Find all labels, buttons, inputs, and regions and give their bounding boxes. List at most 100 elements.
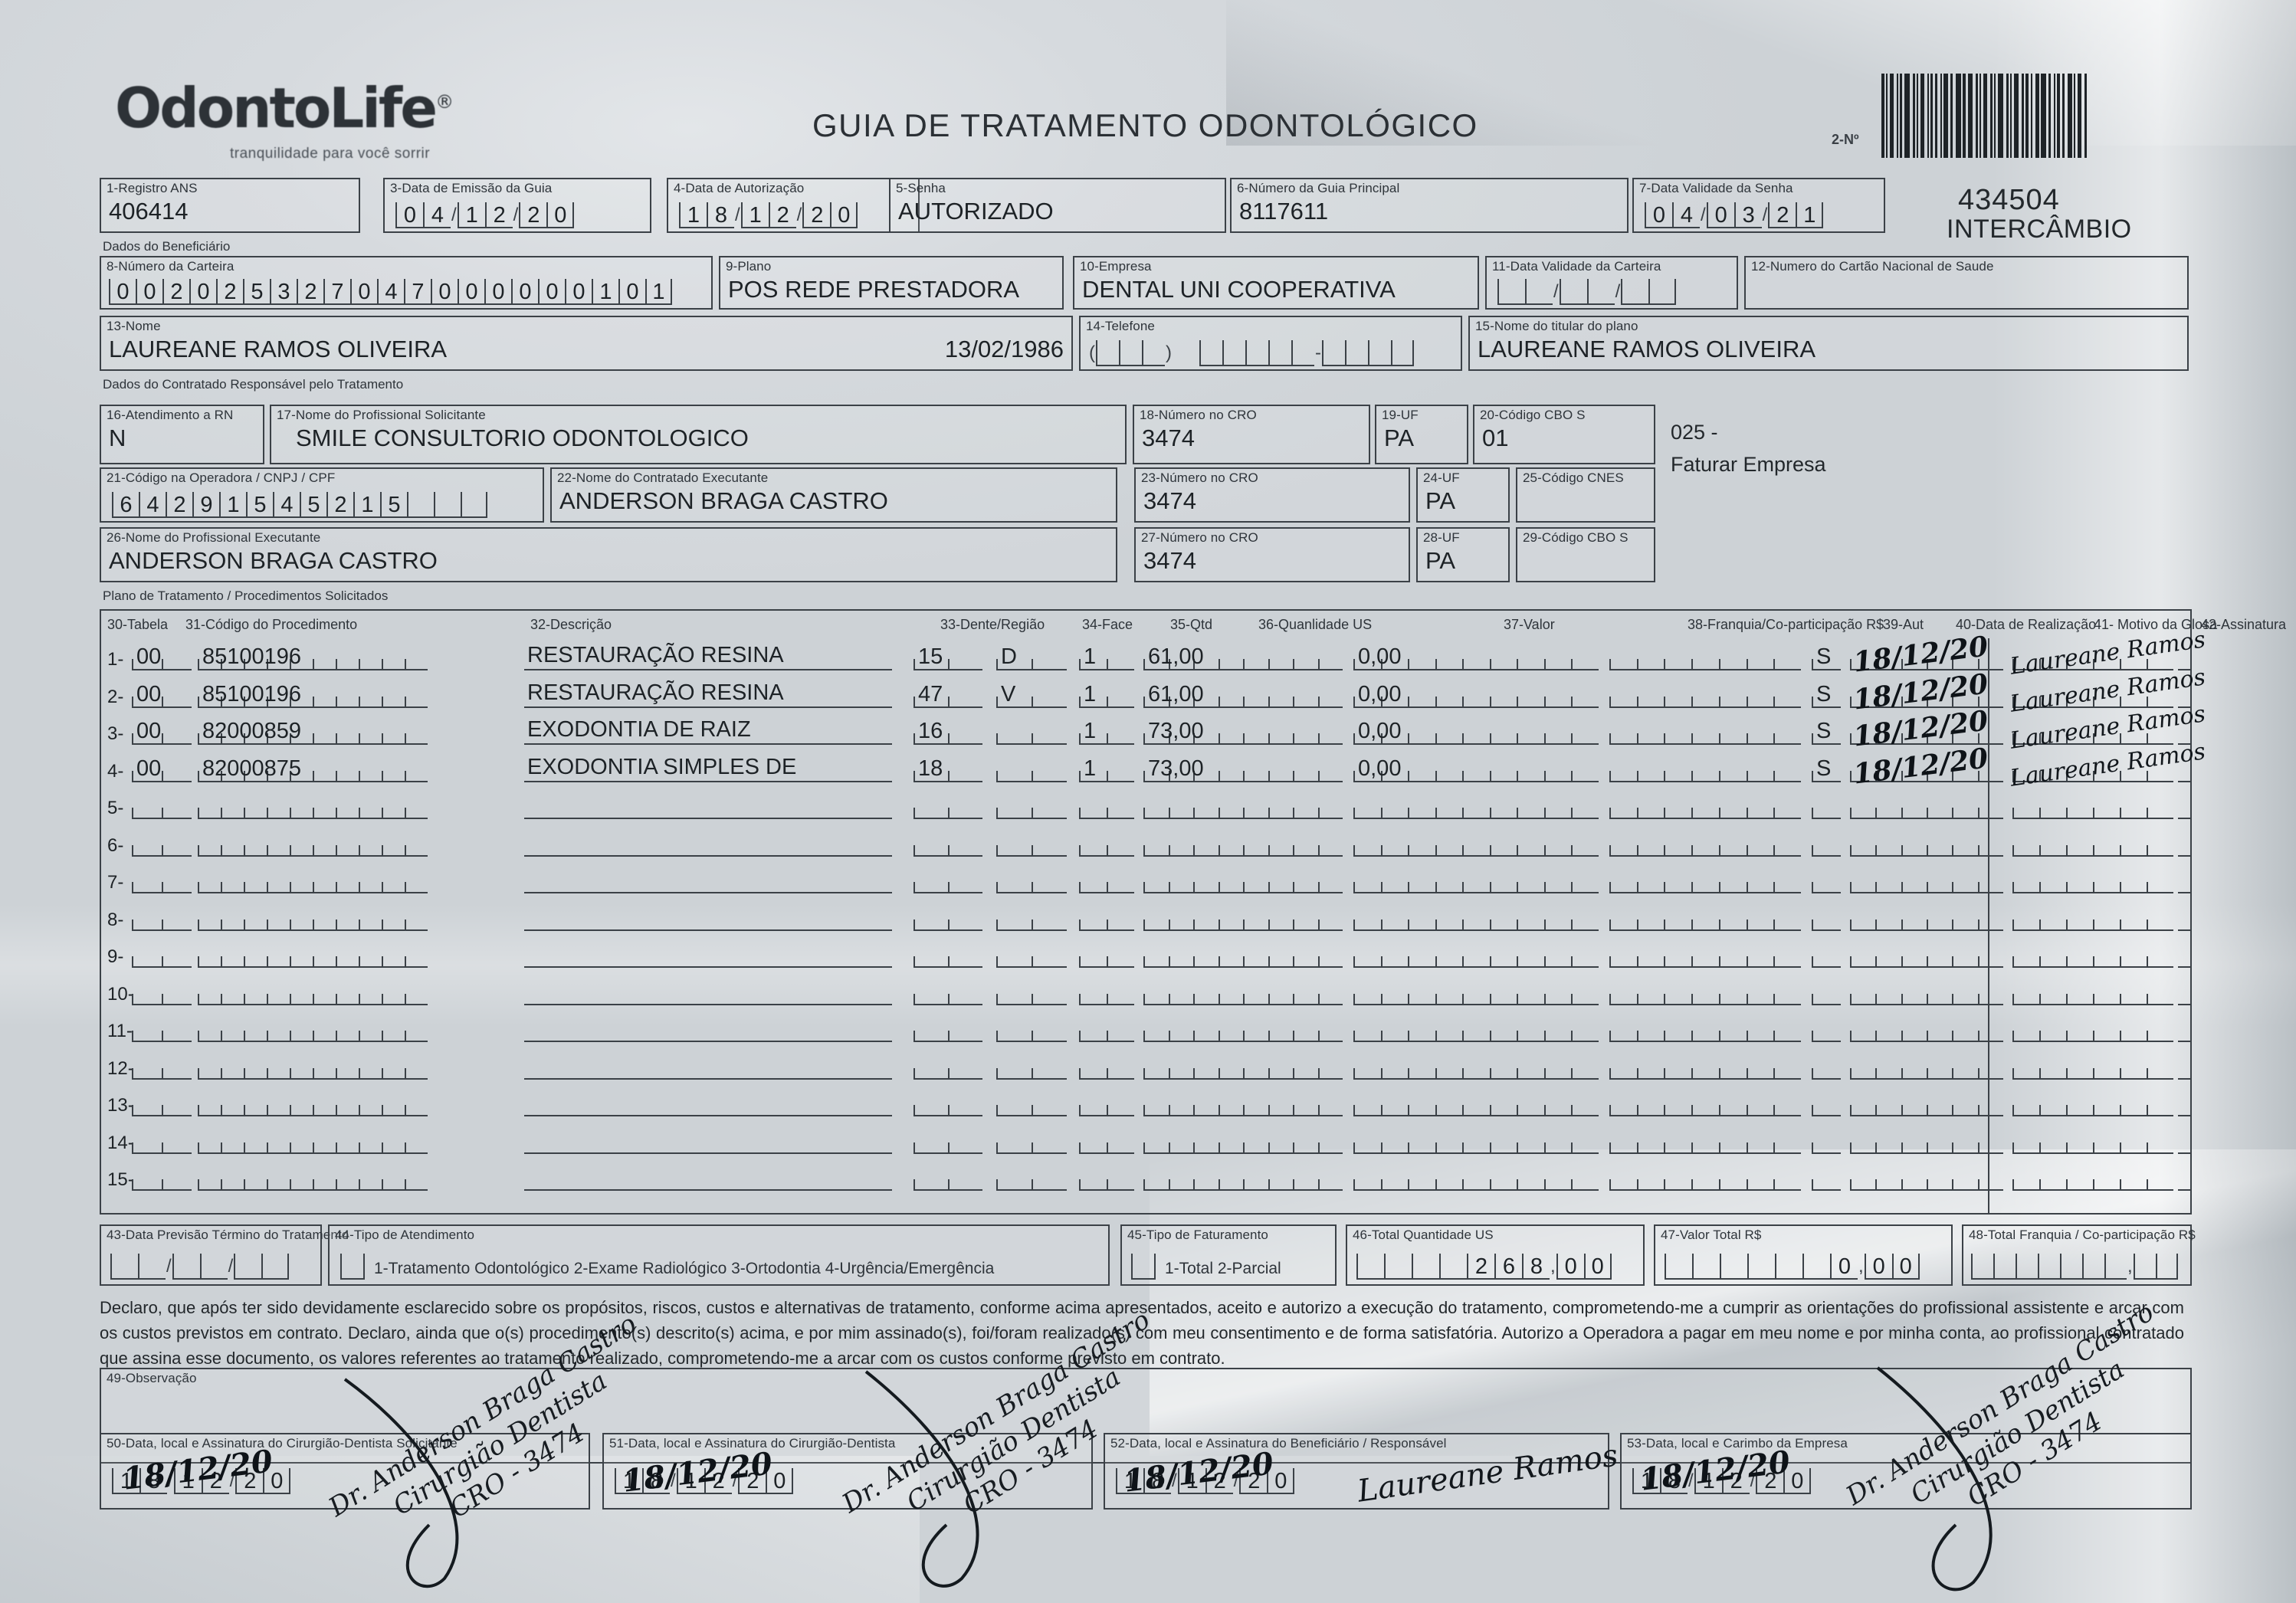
franquia-coparticipacao-field[interactable] [1609,906,1801,931]
face-field[interactable] [996,1129,1067,1154]
valor-field[interactable] [1353,758,1599,782]
descricao-field[interactable] [524,1166,892,1191]
field-registro-ans[interactable]: 1-Registro ANS 406414 [100,178,360,233]
qtd-field[interactable] [1079,1129,1134,1154]
tabela-field[interactable] [132,869,192,893]
franquia-coparticipacao-field[interactable] [1609,869,1801,893]
assinatura-field[interactable] [2178,832,2190,857]
valor-field[interactable] [1353,1055,1599,1080]
assinatura-field[interactable] [2178,646,2190,670]
franquia-coparticipacao-field[interactable] [1609,683,1801,708]
data-realizacao-field[interactable] [1850,943,2003,968]
field-nome-beneficiario[interactable]: 13-Nome LAUREANE RAMOS OLIVEIRA 13/02/19… [100,316,1073,371]
data-realizacao-field[interactable] [1850,906,2003,931]
quantidade-us-field[interactable] [1143,1092,1343,1116]
face-field[interactable] [996,646,1067,670]
table-row[interactable]: 2- 00 85100196 RESTAURAÇÃO RESINA 47 V 1 61,00 0… [101,664,2207,717]
quantidade-us-field[interactable] [1143,758,1343,782]
table-row[interactable]: 6- [101,828,2193,864]
aut-field[interactable] [1812,832,1841,857]
dente-regiao-field[interactable] [913,832,982,857]
franquia-coparticipacao-field[interactable] [1609,1055,1801,1080]
field-tipo-atendimento[interactable]: 44-Tipo de Atendimento 1-Tratamento Odon… [328,1224,1110,1286]
field-data-emissao[interactable]: 3-Data de Emissão da Guia 0 4/1 2/2 0 [383,178,651,233]
descricao-field[interactable] [524,1018,892,1042]
field-cbo-solicitante[interactable]: 20-Código CBO S 01 [1473,405,1655,464]
table-row[interactable]: 14- [101,1125,2193,1161]
descricao-field[interactable] [524,906,892,931]
motivo-glosa-field[interactable] [2012,832,2173,857]
qtd-field[interactable] [1079,1092,1134,1116]
assinatura-field[interactable] [2178,981,2190,1005]
aut-field[interactable] [1812,1055,1841,1080]
aut-field[interactable] [1812,795,1841,819]
field-nome-profissional-executante[interactable]: 26-Nome do Profissional Executante ANDER… [100,527,1117,582]
valor-field[interactable] [1353,1129,1599,1154]
field-data-previsao-termino-input[interactable]: / / [110,1254,290,1280]
motivo-glosa-field[interactable] [2012,1055,2173,1080]
field-atendimento-rn[interactable]: 16-Atendimento a RN N [100,405,264,464]
quantidade-us-field[interactable] [1143,869,1343,893]
face-field[interactable] [996,1055,1067,1080]
field-cro-executante[interactable]: 23-Número no CRO 3474 [1134,467,1410,523]
data-realizacao-field[interactable] [1850,720,2003,745]
data-realizacao-field[interactable] [1850,646,2003,670]
quantidade-us-field[interactable] [1143,981,1343,1005]
codigo-procedimento-field[interactable] [198,943,428,968]
descricao-field[interactable] [524,1092,892,1116]
face-field[interactable] [996,943,1067,968]
data-realizacao-field[interactable] [1850,1092,2003,1116]
aut-field[interactable] [1812,1092,1841,1116]
face-field[interactable] [996,683,1067,708]
field-uf-solicitante[interactable]: 19-UF PA [1375,405,1468,464]
table-row[interactable]: 15- [101,1162,2193,1198]
codigo-procedimento-field[interactable] [198,832,428,857]
quantidade-us-field[interactable] [1143,1129,1343,1154]
assinatura-field[interactable] [2178,1129,2190,1154]
field-assinatura-beneficiario[interactable]: 52-Data, local e Assinatura do Beneficiá… [1104,1433,1609,1510]
field-data-validade-senha[interactable]: 7-Data Validade da Senha 0 4/0 3/2 1 [1632,178,1885,233]
qtd-field[interactable] [1079,646,1134,670]
dente-regiao-field[interactable] [913,683,982,708]
field-cbo-profissional-executante[interactable]: 29-Código CBO S [1516,527,1655,582]
motivo-glosa-field[interactable] [2012,1018,2173,1042]
field-tipo-faturamento-input[interactable] [1131,1254,1156,1280]
motivo-glosa-field[interactable] [2012,981,2173,1005]
tabela-field[interactable] [132,758,192,782]
franquia-coparticipacao-field[interactable] [1609,943,1801,968]
valor-field[interactable] [1353,795,1599,819]
quantidade-us-field[interactable] [1143,1055,1343,1080]
field-uf-profissional-executante[interactable]: 28-UF PA [1416,527,1510,582]
data-realizacao-field[interactable] [1850,795,2003,819]
codigo-procedimento-field[interactable] [198,869,428,893]
field-assinatura-dentista[interactable]: 51-Data, local e Assinatura do Cirurgião… [602,1433,1093,1510]
assinatura-field[interactable] [2178,943,2190,968]
dente-regiao-field[interactable] [913,943,982,968]
motivo-glosa-field[interactable] [2012,758,2173,782]
dente-regiao-field[interactable] [913,869,982,893]
qtd-field[interactable] [1079,832,1134,857]
tabela-field[interactable] [132,1055,192,1080]
qtd-field[interactable] [1079,1018,1134,1042]
codigo-procedimento-field[interactable] [198,981,428,1005]
motivo-glosa-field[interactable] [2012,1166,2173,1191]
franquia-coparticipacao-field[interactable] [1609,1129,1801,1154]
quantidade-us-field[interactable] [1143,795,1343,819]
qtd-field[interactable] [1079,1055,1134,1080]
dente-regiao-field[interactable] [913,981,982,1005]
descricao-field[interactable] [524,683,892,708]
table-row[interactable]: 13- [101,1087,2193,1123]
franquia-coparticipacao-field[interactable] [1609,832,1801,857]
field-nome-contratado-executante[interactable]: 22-Nome do Contratado Executante ANDERSO… [550,467,1117,523]
codigo-procedimento-field[interactable] [198,720,428,745]
data-realizacao-field[interactable] [1850,869,2003,893]
field-cro-solicitante[interactable]: 18-Número no CRO 3474 [1133,405,1370,464]
tabela-field[interactable] [132,906,192,931]
table-row[interactable]: 5- [101,790,2193,826]
dente-regiao-field[interactable] [913,1018,982,1042]
face-field[interactable] [996,869,1067,893]
franquia-coparticipacao-field[interactable] [1609,758,1801,782]
